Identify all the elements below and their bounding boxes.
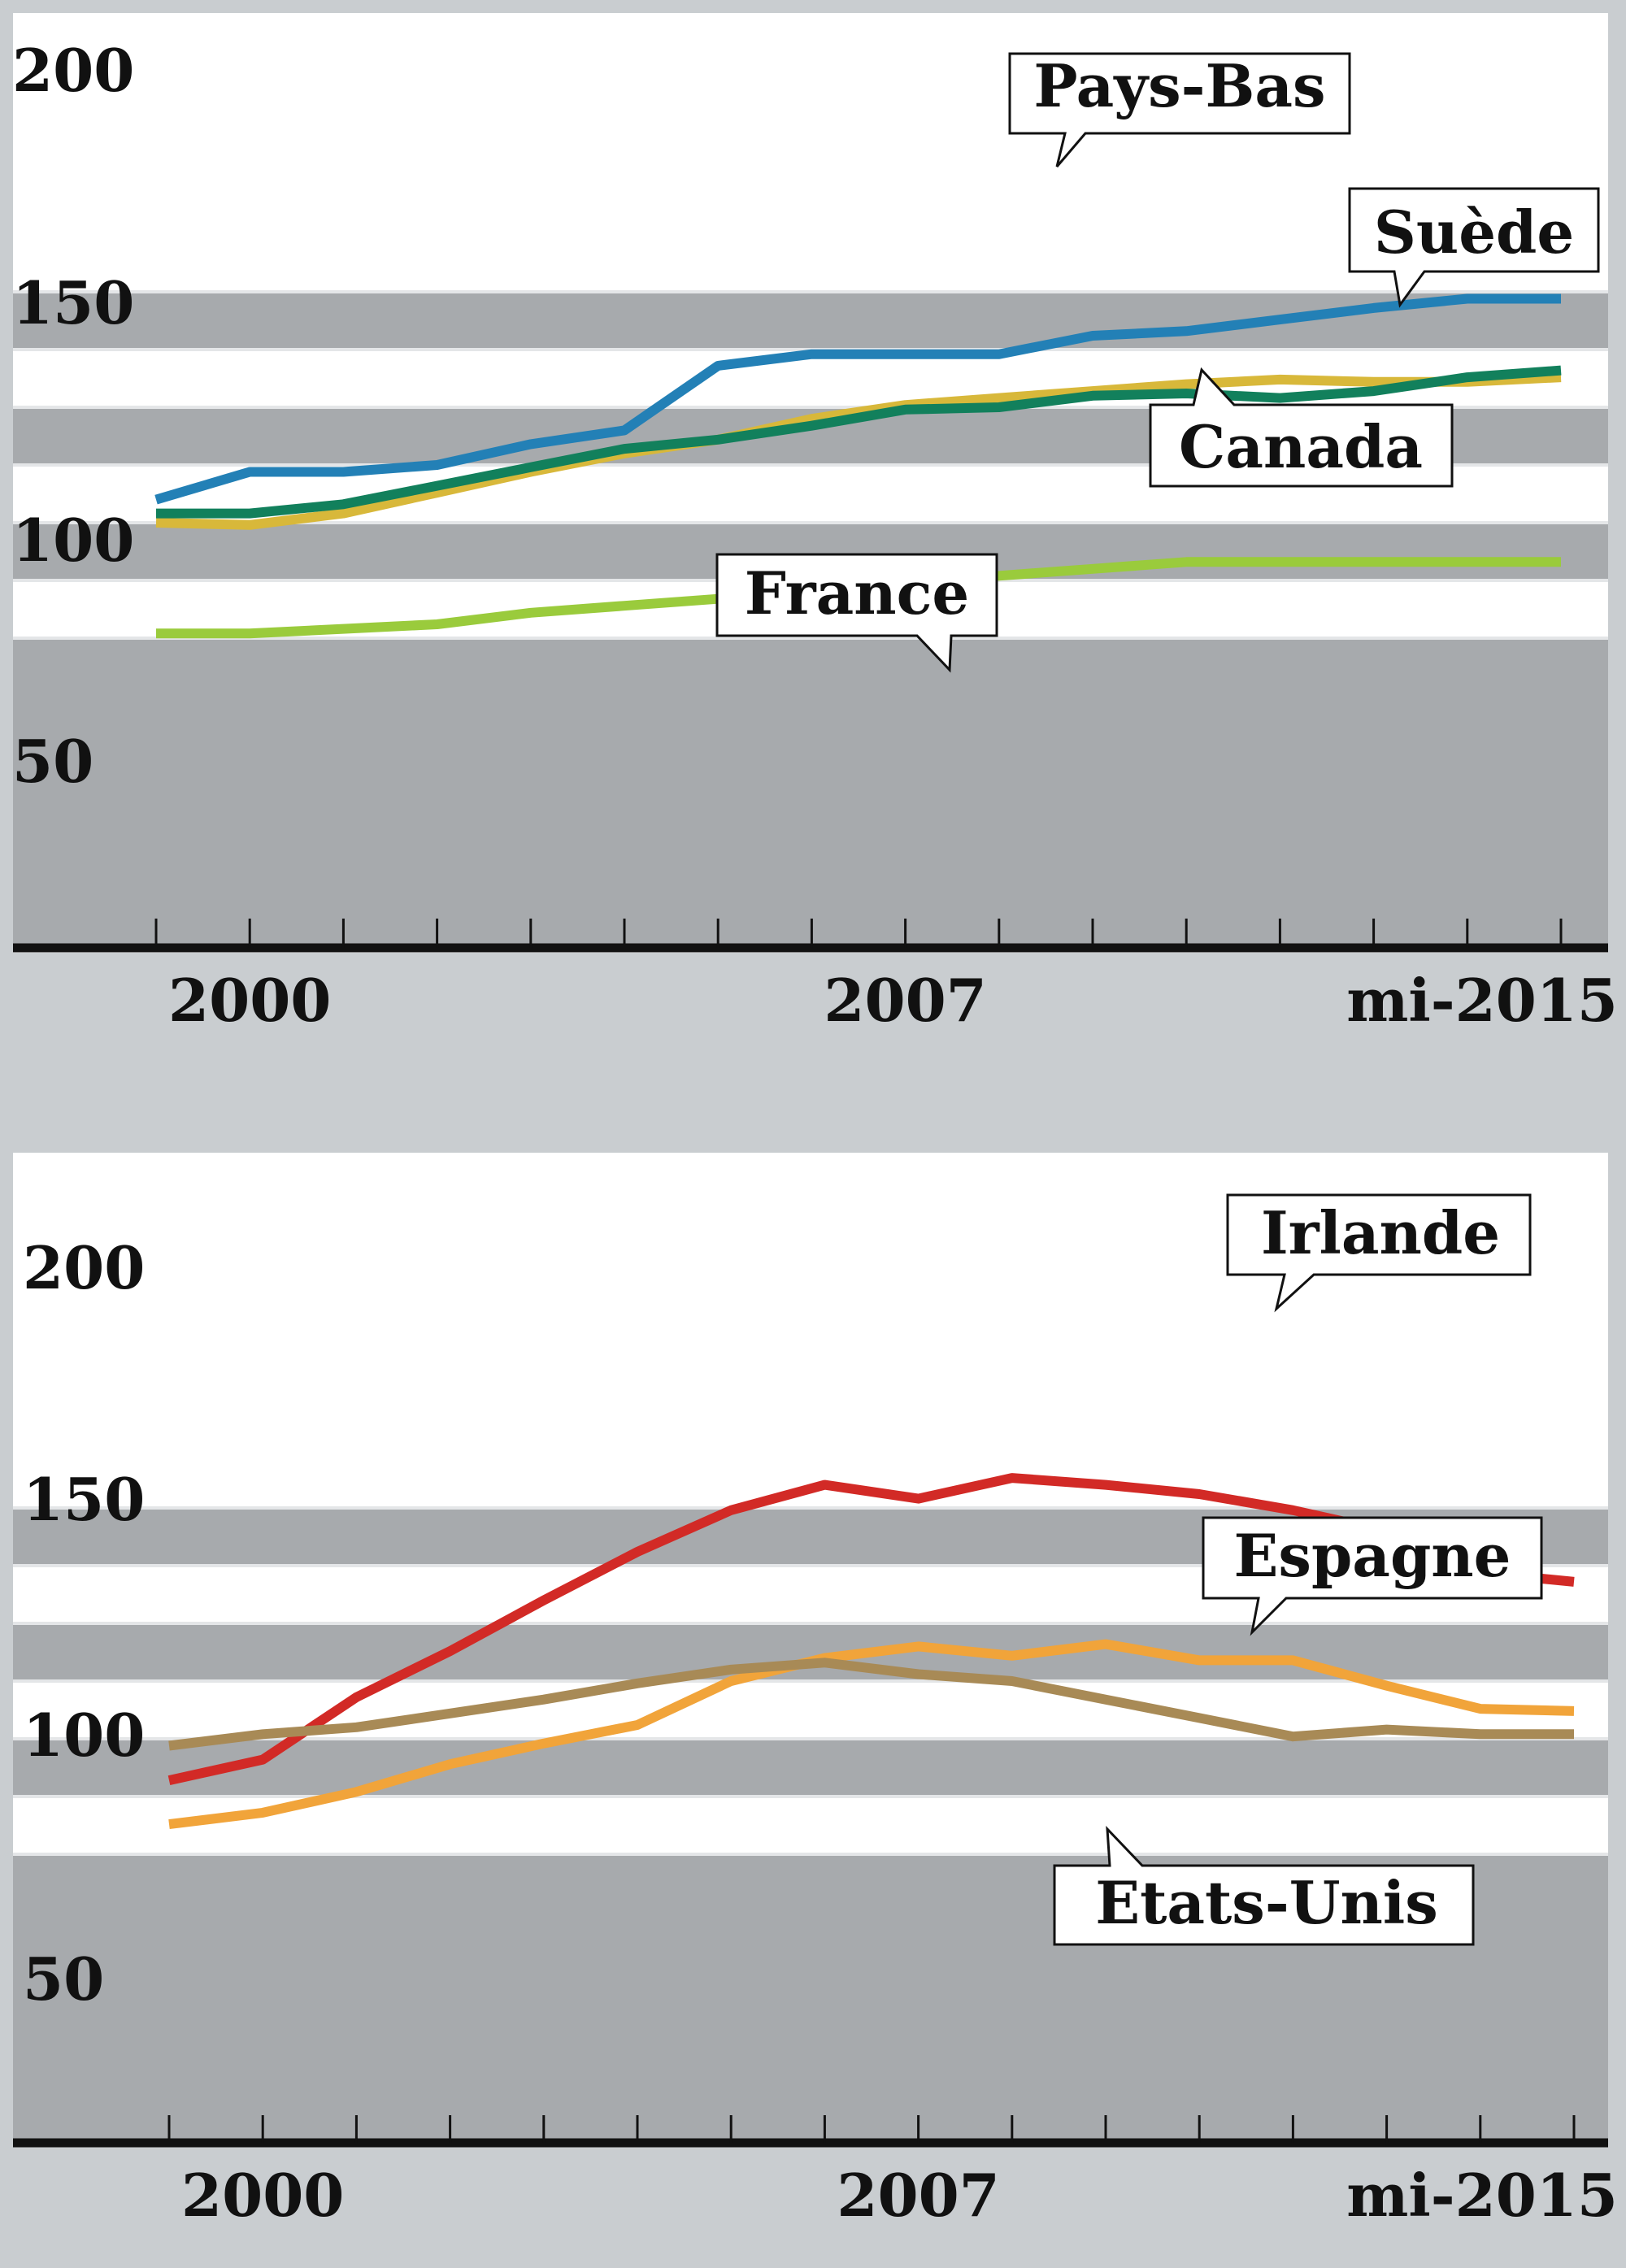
chart-top: 50 100 150 200 2000 2007 mi-2015 Pays-Bas Suè… <box>12 13 1618 1035</box>
series-line-suede <box>155 372 1562 530</box>
callout-label-etats-unis: Etats-Unis <box>1095 1868 1438 1937</box>
x-tick-label: mi-2015 <box>1346 966 1618 1035</box>
x-tick-label: 2007 <box>837 2161 999 2230</box>
x-tick-label: 2000 <box>181 2161 344 2230</box>
series-line-canada <box>156 365 1562 519</box>
callout-etats-unis: Etats-Unis <box>1053 1825 1475 1946</box>
y-tick-label: 150 <box>23 1465 145 1534</box>
y-tick-label: 200 <box>12 36 134 105</box>
callout-suede: Suède <box>1348 187 1600 308</box>
y-tick-label: 100 <box>12 506 134 575</box>
callout-canada: Canada <box>1149 367 1454 488</box>
y-tick-label: 150 <box>12 268 134 337</box>
series-line-etats-unis <box>168 1658 1574 1751</box>
y-tick-label: 50 <box>23 1944 104 2014</box>
callout-label-canada: Canada <box>1179 412 1423 481</box>
y-tick-label: 50 <box>12 727 93 796</box>
grid-band <box>13 1623 1608 1681</box>
callout-france: France <box>715 553 998 673</box>
chart-bottom: 50 100 150 200 2000 2007 mi-2015 Irlande Espa… <box>13 1153 1618 2230</box>
callout-label-france: France <box>745 558 969 628</box>
series-line-espagne <box>168 1639 1575 1830</box>
grid-band <box>13 292 1608 350</box>
callout-label-pays-bas: Pays-Bas <box>1033 51 1325 120</box>
y-tick-label: 200 <box>23 1233 145 1302</box>
y-tick-label: 100 <box>23 1701 145 1770</box>
callout-label-irlande: Irlande <box>1261 1198 1500 1267</box>
grid-band <box>13 1739 1608 1797</box>
callout-label-suede: Suède <box>1374 198 1574 267</box>
callout-espagne: Espagne <box>1202 1516 1543 1636</box>
callout-pays-bas: Pays-Bas <box>1008 51 1351 167</box>
callout-label-espagne: Espagne <box>1234 1521 1511 1590</box>
series-line-pays-bas <box>154 293 1561 505</box>
x-tick-label: 2000 <box>168 966 331 1035</box>
x-tick-label: 2007 <box>824 966 986 1035</box>
grid-band <box>13 638 1608 948</box>
x-tick-label: mi-2015 <box>1346 2161 1618 2230</box>
callout-irlande: Irlande <box>1226 1193 1532 1313</box>
